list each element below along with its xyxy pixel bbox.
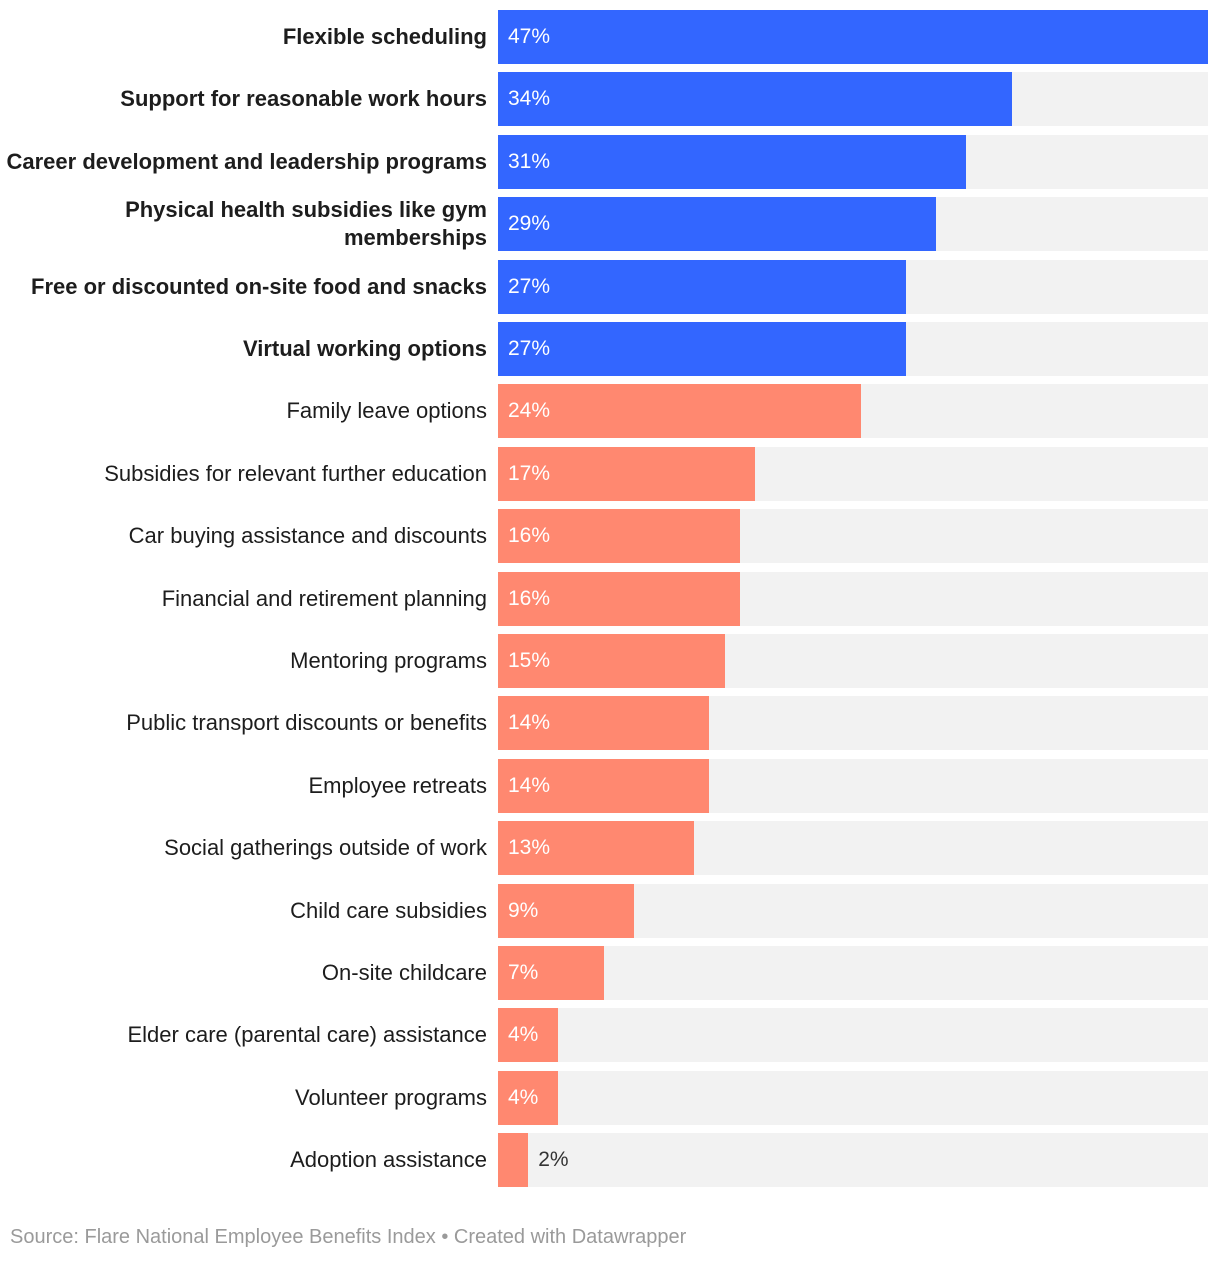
bar-track — [498, 1133, 1208, 1188]
category-label: Child care subsidies — [290, 897, 487, 923]
category-label: Elder care (parental care) assistance — [127, 1022, 488, 1048]
bar-track — [498, 1070, 1208, 1125]
category-label: Social gatherings outside of work — [164, 835, 487, 861]
value-label: 15% — [508, 649, 551, 672]
bar — [498, 1008, 559, 1063]
value-label: 4% — [508, 1023, 539, 1047]
bar — [498, 384, 861, 439]
value-label: 27% — [508, 337, 551, 360]
category-label: Support for reasonable work hours — [120, 86, 487, 112]
value-label: 34% — [508, 87, 551, 111]
category-label: Volunteer programs — [295, 1084, 487, 1110]
bar — [498, 821, 695, 876]
value-label: 16% — [508, 586, 551, 610]
bar — [498, 134, 967, 189]
category-label: On-site childcare — [321, 960, 487, 985]
value-label: 4% — [508, 1085, 539, 1109]
value-label: 7% — [508, 961, 539, 984]
value-label: 17% — [508, 461, 551, 485]
category-label: Family leave options — [286, 398, 487, 424]
bar — [498, 696, 710, 751]
category-label: Adoption assistance — [290, 1147, 487, 1173]
category-label: Physical health subsidies like gym membe… — [125, 197, 487, 251]
bar — [498, 883, 634, 938]
bar — [498, 1070, 559, 1125]
category-label: Virtual working options — [242, 336, 487, 361]
category-label: Subsidies for relevant further education — [104, 460, 487, 486]
category-label: Flexible scheduling — [282, 24, 487, 49]
bar — [498, 72, 1012, 127]
value-label: 31% — [508, 149, 551, 173]
value-label: 14% — [508, 773, 551, 797]
category-label: Career development and leadership progra… — [6, 148, 488, 174]
bar — [498, 509, 740, 564]
category-label: Free or discounted on-site food and snac… — [31, 273, 487, 299]
bar-track — [498, 946, 1208, 1000]
bar — [498, 197, 937, 252]
bar — [498, 10, 1208, 64]
value-label: 14% — [508, 711, 551, 735]
bar — [498, 1133, 529, 1188]
value-label: 47% — [508, 25, 551, 48]
bar — [498, 259, 906, 314]
bar — [498, 634, 725, 688]
bar — [498, 446, 755, 501]
category-label: Public transport discounts or benefits — [126, 710, 487, 736]
value-label: 13% — [508, 836, 551, 860]
value-label: 29% — [508, 212, 551, 236]
value-label: 9% — [508, 898, 539, 922]
bar — [498, 322, 906, 376]
category-label: Mentoring programs — [290, 648, 487, 673]
bar — [498, 946, 604, 1000]
value-label: 27% — [508, 274, 551, 298]
value-label: 16% — [508, 524, 551, 548]
source: Source: Flare National Employee Benefits… — [10, 1226, 687, 1248]
bar-track — [498, 1008, 1208, 1063]
category-label: Financial and retirement planning — [161, 585, 487, 611]
value-label: 2% — [538, 1148, 569, 1172]
value-label: 24% — [508, 399, 551, 423]
bar — [498, 758, 710, 813]
category-label: Employee retreats — [308, 772, 487, 798]
bar — [498, 571, 740, 626]
category-label: Car buying assistance and discounts — [128, 523, 487, 549]
